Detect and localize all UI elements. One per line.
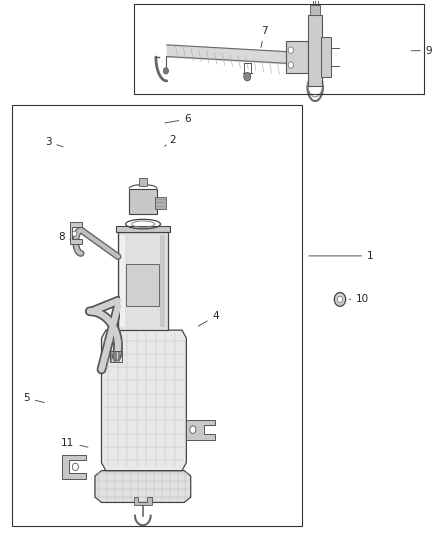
Polygon shape: [70, 222, 82, 244]
Bar: [129, 189, 157, 214]
Circle shape: [163, 68, 169, 74]
Text: 8: 8: [58, 232, 79, 242]
Bar: [126, 264, 159, 306]
Circle shape: [337, 296, 343, 303]
Text: 5: 5: [23, 393, 44, 403]
Circle shape: [288, 47, 293, 53]
Bar: [155, 197, 166, 209]
Bar: [110, 351, 122, 362]
Bar: [286, 41, 308, 73]
Text: 1: 1: [309, 251, 374, 261]
Bar: [308, 14, 322, 86]
Circle shape: [334, 293, 346, 306]
Circle shape: [72, 231, 77, 237]
Circle shape: [72, 463, 78, 471]
Circle shape: [244, 72, 251, 81]
Polygon shape: [102, 330, 186, 471]
Text: 3: 3: [45, 137, 63, 147]
Bar: [160, 235, 166, 327]
Bar: [139, 178, 148, 186]
Text: 6: 6: [165, 114, 191, 124]
Text: 11: 11: [61, 438, 88, 448]
Circle shape: [190, 426, 196, 433]
Text: 9: 9: [411, 46, 432, 56]
Text: 7: 7: [261, 26, 268, 47]
Polygon shape: [62, 455, 86, 479]
Polygon shape: [186, 419, 215, 440]
Polygon shape: [134, 497, 152, 505]
Text: 10: 10: [349, 294, 369, 304]
Circle shape: [288, 62, 293, 68]
Bar: [12, 105, 302, 526]
Bar: [321, 37, 331, 77]
Polygon shape: [95, 471, 191, 503]
Bar: [311, 5, 320, 14]
Bar: [120, 235, 125, 327]
Text: 2: 2: [165, 135, 176, 146]
Bar: [116, 225, 170, 232]
Bar: [118, 232, 168, 330]
Text: 4: 4: [198, 311, 219, 326]
Bar: [134, 4, 424, 94]
